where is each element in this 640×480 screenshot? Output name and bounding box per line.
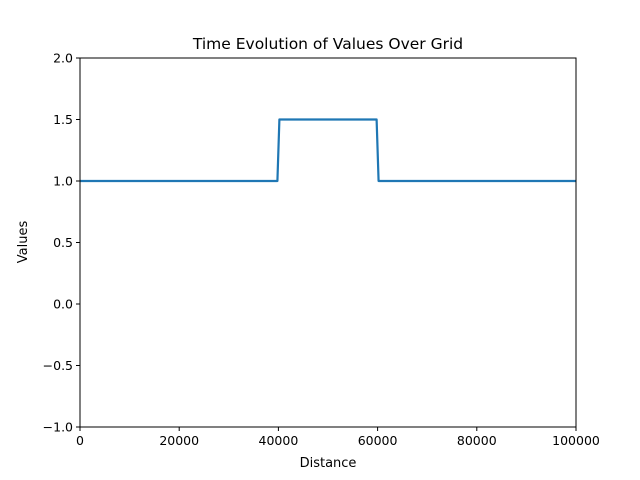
chart-title: Time Evolution of Values Over Grid [192,35,463,53]
y-tick-label: −0.5 [43,358,73,373]
y-axis: −1.0 −0.5 0.0 0.5 1.0 1.5 2.0 [43,51,80,435]
x-tick-label: 40000 [259,433,299,448]
y-tick-label: −1.0 [43,420,73,435]
y-tick-label: 0.5 [53,235,73,250]
x-axis: 0 20000 40000 60000 80000 100000 [76,427,600,448]
y-tick-label: 1.0 [53,174,73,189]
y-axis-label: Values [16,221,31,264]
y-tick-label: 2.0 [53,51,73,66]
x-tick-label: 60000 [358,433,398,448]
x-tick-label: 0 [76,433,84,448]
y-tick-label: 0.0 [53,297,73,312]
y-tick-label: 1.5 [53,112,73,127]
plot-area [80,118,576,183]
x-tick-label: 100000 [552,433,600,448]
x-tick-label: 20000 [159,433,199,448]
x-tick-label: 80000 [457,433,497,448]
series-line-0 [80,118,576,183]
x-axis-label: Distance [300,456,357,471]
